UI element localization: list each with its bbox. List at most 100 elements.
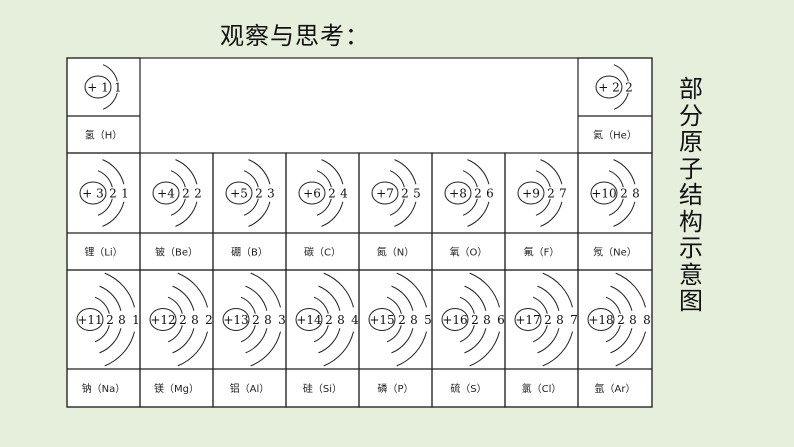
nucleus-circle bbox=[441, 308, 469, 331]
shell-electron-count: 8 bbox=[632, 187, 640, 201]
shell-electron-count: 6 bbox=[486, 187, 494, 201]
electron-shell-arc bbox=[104, 272, 135, 308]
electron-shell-arc bbox=[605, 296, 621, 314]
electron-shell-arc bbox=[532, 325, 548, 343]
shell-electron-count: 5 bbox=[413, 187, 421, 201]
electron-shell-arc bbox=[240, 296, 256, 314]
element-label: 铝（Al） bbox=[230, 383, 270, 395]
shell-electron-count: 8 bbox=[118, 313, 126, 327]
nucleus-circle bbox=[79, 181, 107, 205]
electron-shell-arc bbox=[537, 328, 560, 354]
shell-electron-count: 2 bbox=[620, 187, 628, 201]
element-label: 氧（O） bbox=[450, 246, 488, 259]
shell-electron-count: 2 bbox=[179, 313, 187, 327]
electron-shell-arc bbox=[613, 159, 636, 185]
side-label: 部分原子结构示意图 bbox=[679, 75, 703, 315]
electron-shell-arc bbox=[469, 272, 500, 308]
electron-shell-arc bbox=[243, 198, 259, 216]
electron-shell-arc bbox=[542, 331, 573, 367]
shell-electron-count: 2 bbox=[474, 187, 482, 201]
shell-electron-count: 5 bbox=[424, 313, 432, 327]
electron-shell-arc bbox=[535, 170, 551, 188]
shell-electron-count: 8 bbox=[410, 313, 418, 327]
electron-shell-arc bbox=[102, 64, 118, 82]
nucleus-circle bbox=[517, 181, 545, 205]
electron-shell-arc bbox=[613, 201, 636, 227]
element-label: 氮（N） bbox=[377, 246, 414, 259]
electron-shell-arc bbox=[248, 159, 271, 185]
electron-shell-arc bbox=[469, 331, 500, 367]
electron-shell-arc bbox=[608, 170, 624, 188]
nucleus-charge: +9 bbox=[522, 187, 540, 201]
shell-electron-count: 2 bbox=[625, 81, 633, 95]
electron-shell-arc bbox=[615, 331, 646, 367]
electron-shell-arc bbox=[464, 285, 487, 311]
electron-shell-arc bbox=[323, 331, 354, 367]
electron-shell-arc bbox=[613, 92, 629, 110]
electron-shell-arc bbox=[467, 159, 490, 185]
element-label: 硅（Si） bbox=[303, 382, 342, 395]
electron-shell-arc bbox=[462, 170, 478, 188]
element-label: 锂（Li） bbox=[84, 247, 122, 259]
electron-shell-arc bbox=[540, 201, 563, 227]
nucleus-circle bbox=[590, 181, 618, 205]
element-label: 氯（Cl） bbox=[522, 382, 562, 395]
electron-shell-arc bbox=[97, 170, 113, 188]
nucleus-charge: +16 bbox=[442, 313, 467, 327]
electron-shell-arc bbox=[532, 296, 548, 314]
nucleus-circle bbox=[222, 308, 250, 331]
electron-shell-arc bbox=[610, 285, 633, 311]
element-label: 氟（F） bbox=[524, 246, 560, 259]
nucleus-circle bbox=[295, 308, 323, 331]
shell-electron-count: 8 bbox=[556, 313, 564, 327]
electron-shell-arc bbox=[394, 159, 417, 185]
electron-shell-arc bbox=[313, 325, 329, 343]
shell-electron-count: 8 bbox=[337, 313, 345, 327]
electron-shell-arc bbox=[537, 285, 560, 311]
electron-shell-arc bbox=[389, 170, 405, 188]
electron-shell-arc bbox=[321, 159, 344, 185]
shell-electron-count: 8 bbox=[629, 313, 637, 327]
electron-shell-arc bbox=[386, 296, 402, 314]
electron-shell-arc bbox=[170, 170, 186, 188]
nucleus-charge: +13 bbox=[223, 313, 248, 327]
electron-shell-arc bbox=[396, 272, 427, 308]
electron-shell-arc bbox=[172, 328, 195, 354]
electron-shell-arc bbox=[605, 325, 621, 343]
electron-shell-arc bbox=[316, 170, 332, 188]
electron-shell-arc bbox=[542, 272, 573, 308]
element-label: 氖（Ne） bbox=[593, 246, 637, 259]
element-label: 磷（P） bbox=[377, 382, 413, 395]
electron-shell-arc bbox=[99, 285, 122, 311]
nucleus-charge: +7 bbox=[376, 187, 394, 201]
nucleus-charge: +6 bbox=[303, 187, 321, 201]
electron-shell-arc bbox=[94, 296, 110, 314]
electron-shell-arc bbox=[175, 201, 198, 227]
nucleus-circle bbox=[371, 181, 399, 205]
nucleus-circle bbox=[152, 181, 180, 205]
shell-electron-count: 2 bbox=[182, 187, 190, 201]
electron-shell-arc bbox=[321, 201, 344, 227]
nucleus-charge: +12 bbox=[150, 313, 175, 327]
nucleus-charge: + 2 bbox=[598, 81, 620, 95]
electron-shell-arc bbox=[250, 272, 281, 308]
electron-shell-arc bbox=[391, 328, 414, 354]
electron-shell-arc bbox=[102, 92, 118, 110]
nucleus-circle bbox=[514, 308, 542, 331]
electron-shell-arc bbox=[316, 198, 332, 216]
nucleus-charge: +14 bbox=[296, 313, 322, 327]
shell-electron-count: 3 bbox=[267, 187, 275, 201]
element-label: 铍（Be） bbox=[155, 247, 198, 259]
electron-shell-arc bbox=[167, 325, 183, 343]
element-label: 氩（Ar） bbox=[595, 382, 636, 395]
electron-shell-arc bbox=[540, 159, 563, 185]
shell-electron-count: 2 bbox=[194, 187, 202, 201]
element-cell bbox=[577, 269, 653, 408]
element-label: 钠（Na） bbox=[82, 382, 126, 395]
electron-shell-arc bbox=[99, 328, 122, 354]
shell-electron-count: 2 bbox=[328, 187, 336, 201]
element-label: 镁（Mg） bbox=[154, 382, 199, 395]
shell-electron-count: 2 bbox=[252, 313, 260, 327]
electron-shell-arc bbox=[608, 198, 624, 216]
